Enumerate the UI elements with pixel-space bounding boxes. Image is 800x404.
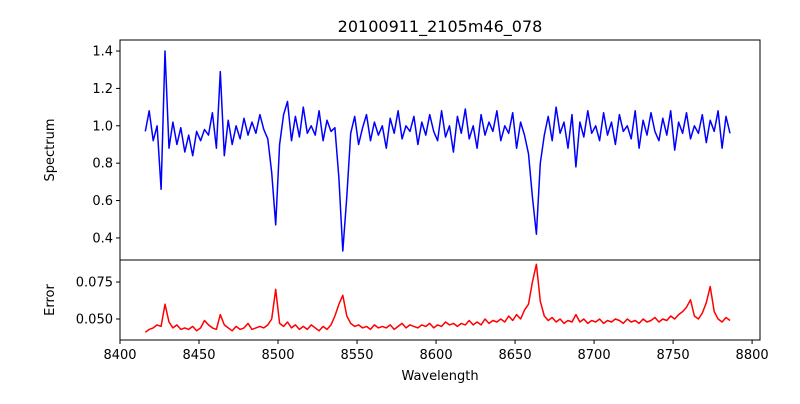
y-tick-label: 0.050 [76, 313, 113, 328]
error-y-label: Error [43, 284, 58, 316]
y-tick-label: 1.4 [92, 45, 113, 60]
spectrum-axes: 0.4 0.6 0.8 1.0 1.2 1.4 [92, 39, 761, 261]
x-tick-label: 8500 [261, 348, 294, 363]
spectrum-line [144, 50, 731, 252]
x-tick-label: 8550 [340, 348, 373, 363]
x-tick-label: 8400 [103, 348, 136, 363]
x-tick-label: 8600 [420, 348, 453, 363]
y-tick-label: 0.075 [76, 276, 113, 291]
x-tick-label: 8650 [499, 348, 532, 363]
y-tick-label: 0.6 [92, 194, 113, 209]
error-line [144, 263, 731, 333]
y-tick-label: 1.2 [92, 82, 113, 97]
x-tick-label: 8700 [578, 348, 611, 363]
x-axis-label: Wavelength [401, 369, 478, 384]
axes-frame [119, 259, 761, 341]
y-tick-label: 1.0 [92, 119, 113, 134]
y-tick-label: 0.4 [92, 231, 113, 246]
error-axes: 0.050 0.075 8400 8450 8500 8550 8600 8650 8700 87… [76, 259, 769, 363]
spectrum-y-label: Spectrum [43, 119, 58, 182]
chart-title: 20100911_2105m46_078 [338, 17, 543, 37]
x-tick-label: 8800 [736, 348, 769, 363]
axes-frame [119, 39, 761, 261]
x-tick-label: 8750 [657, 348, 690, 363]
x-tick-label: 8450 [182, 348, 215, 363]
y-tick-label: 0.8 [92, 157, 113, 172]
